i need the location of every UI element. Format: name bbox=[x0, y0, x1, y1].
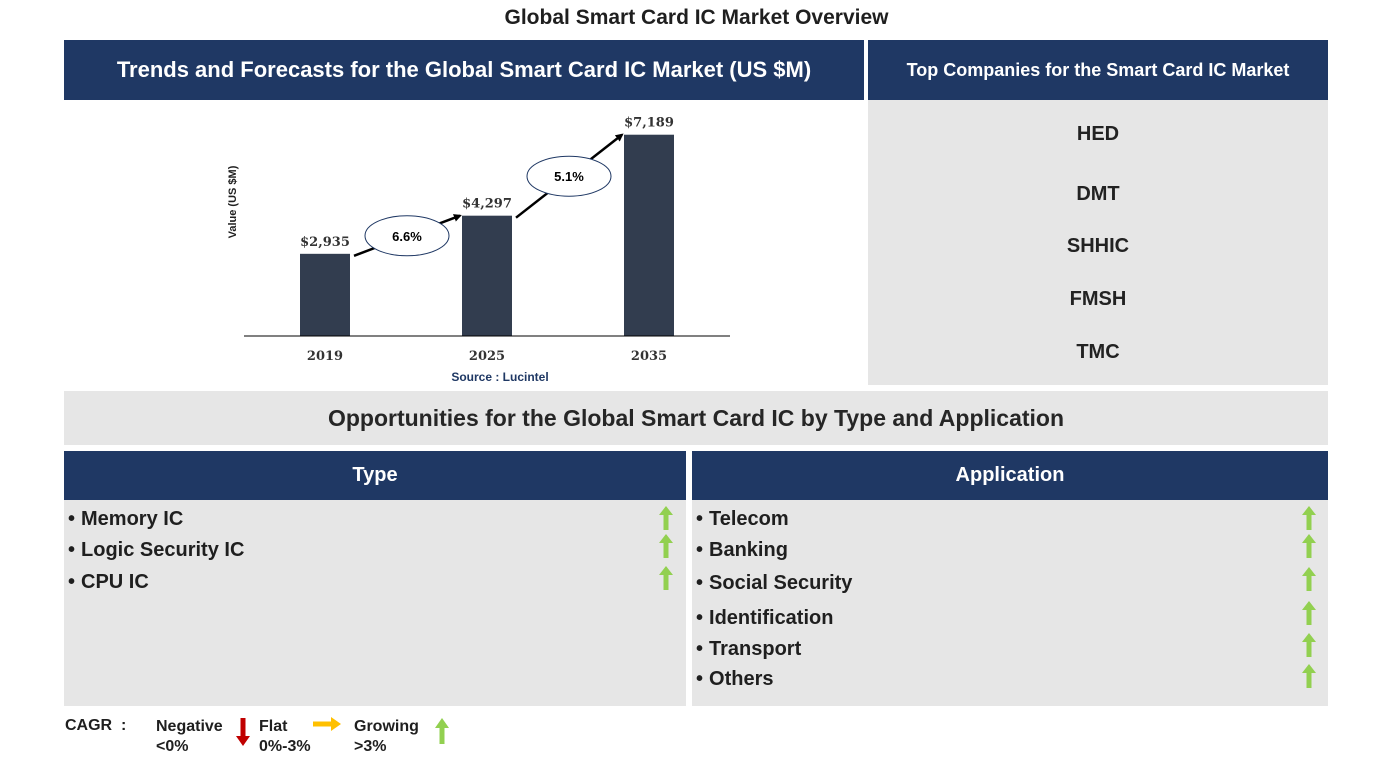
x-tick-label: 2019 bbox=[307, 349, 343, 364]
application-item: • Others bbox=[696, 668, 774, 690]
bar-2035 bbox=[624, 134, 674, 336]
up-arrow-icon bbox=[1302, 664, 1316, 688]
application-item: • Telecom bbox=[696, 508, 789, 530]
cagr-bubble bbox=[364, 215, 450, 257]
legend-negative-label: Negative <0% bbox=[156, 718, 223, 755]
bar-chart: Value (US $M) $2,935 2019 $4,297 2025 $7,189… bbox=[227, 116, 730, 384]
application-item: • Identification bbox=[696, 607, 834, 629]
company-item: FMSH bbox=[1069, 288, 1127, 310]
legend-growing-label: Growing >3% bbox=[354, 718, 419, 755]
cagr-legend: CAGR : Negative <0% Flat 0%-3% Growing >… bbox=[64, 714, 484, 764]
application-item: • Banking bbox=[696, 539, 788, 561]
market-chart: Value (US $M) $2,935 2019 $4,297 2025 $7,189… bbox=[64, 100, 864, 386]
application-panel: • Telecom • Banking • Social Security • Iden… bbox=[692, 500, 1328, 706]
page-title: Global Smart Card IC Market Overview bbox=[504, 6, 889, 29]
up-arrow-icon bbox=[1302, 506, 1316, 530]
opportunities-header: Opportunities for the Global Smart Card … bbox=[64, 391, 1328, 445]
up-arrow-icon bbox=[1302, 601, 1316, 625]
legend-flat-label: Flat 0%-3% bbox=[259, 718, 311, 755]
type-panel: • Memory IC • Logic Security IC • CPU IC bbox=[64, 500, 686, 706]
type-item: • Memory IC bbox=[68, 508, 184, 530]
application-item: • Transport bbox=[696, 638, 802, 660]
up-arrow-icon bbox=[1302, 567, 1316, 591]
type-item: • CPU IC bbox=[68, 571, 149, 593]
x-tick-label: 2035 bbox=[631, 349, 667, 364]
bar-2025 bbox=[462, 215, 512, 336]
data-label: $7,189 bbox=[624, 116, 674, 131]
companies-list: HED DMT SHHIC FMSH TMC bbox=[868, 100, 1328, 385]
data-label: $4,297 bbox=[462, 197, 512, 212]
trends-header: Trends and Forecasts for the Global Smar… bbox=[64, 40, 864, 100]
company-item: TMC bbox=[1076, 341, 1120, 363]
right-arrow-icon bbox=[313, 717, 341, 731]
application-header: Application bbox=[692, 451, 1328, 500]
up-arrow-icon bbox=[659, 506, 673, 530]
up-arrow-icon bbox=[1302, 633, 1316, 657]
down-arrow-icon bbox=[236, 718, 250, 746]
chart-source: Source : Lucintel bbox=[451, 370, 548, 384]
data-label: $2,935 bbox=[300, 235, 350, 250]
up-arrow-icon bbox=[659, 534, 673, 558]
up-arrow-icon bbox=[659, 566, 673, 590]
company-item: SHHIC bbox=[1066, 235, 1130, 257]
up-arrow-icon bbox=[435, 718, 449, 744]
up-arrow-icon bbox=[1302, 534, 1316, 558]
cagr-bubble bbox=[526, 155, 612, 197]
bar-2019 bbox=[300, 253, 350, 336]
cagr-label: 6.6% bbox=[392, 229, 422, 244]
y-axis-label: Value (US $M) bbox=[227, 165, 239, 238]
type-item: • Logic Security IC bbox=[68, 539, 245, 561]
companies-header: Top Companies for the Smart Card IC Mark… bbox=[868, 40, 1328, 100]
cagr-label: CAGR : bbox=[65, 717, 127, 734]
company-item: DMT bbox=[1076, 183, 1120, 205]
x-tick-label: 2025 bbox=[469, 349, 505, 364]
type-header: Type bbox=[64, 451, 686, 500]
application-item: • Social Security bbox=[696, 572, 853, 594]
company-item: HED bbox=[1076, 123, 1120, 145]
cagr-label: 5.1% bbox=[554, 169, 584, 184]
